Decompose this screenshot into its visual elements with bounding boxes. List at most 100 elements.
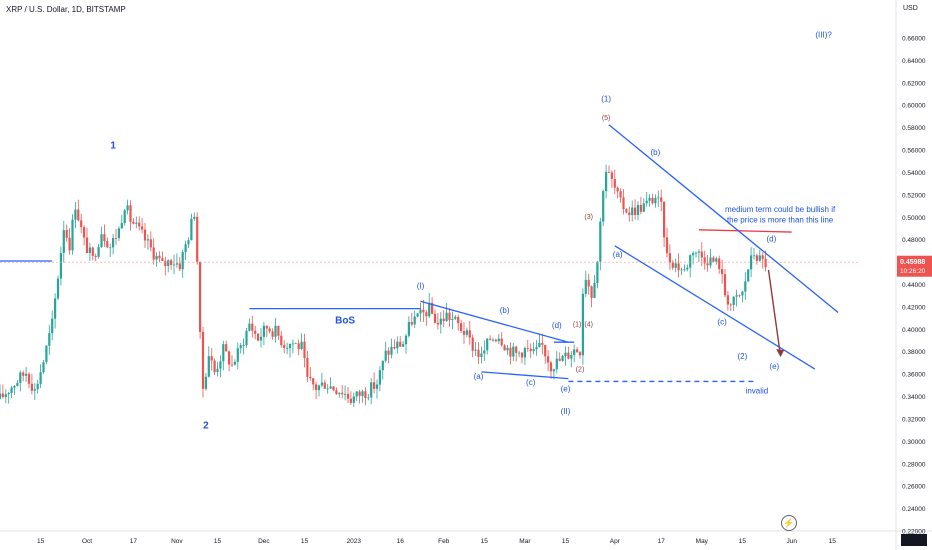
candle: [265, 325, 268, 337]
annotation-label: (a): [613, 250, 623, 259]
candle-body: [178, 263, 181, 270]
candle-body: [393, 346, 396, 349]
candle: [613, 169, 616, 195]
candle: [4, 389, 7, 404]
candle: [387, 347, 390, 364]
candle-body: [338, 392, 341, 395]
candle: [605, 164, 608, 199]
price-tick-label: 0.48000: [902, 237, 926, 244]
candle-body: [1, 393, 4, 398]
candle: [135, 216, 138, 229]
candle: [448, 308, 451, 328]
candle-body: [204, 376, 207, 389]
candle-body: [207, 356, 210, 377]
candle-body: [172, 264, 176, 266]
time-tick-label: Mar: [519, 538, 531, 545]
candle: [512, 343, 515, 362]
candle: [283, 340, 286, 354]
candle: [161, 251, 164, 262]
candle: [59, 246, 62, 286]
time-tick-label: Oct: [82, 538, 92, 545]
candle-body: [747, 269, 750, 282]
price-tick-label: 0.60000: [902, 103, 926, 110]
lightning-icon[interactable]: ⚡: [781, 515, 797, 531]
candle-body: [726, 295, 729, 305]
annotation-label: (e): [561, 385, 571, 394]
candle: [503, 344, 506, 351]
annotation-label: (5): [602, 115, 611, 122]
price-tick-label: 0.66000: [902, 36, 926, 43]
annotation-label: (3): [584, 214, 593, 221]
candle: [471, 334, 474, 358]
wedge-bottom: [481, 371, 569, 380]
chart-title: XRP / U.S. Dollar, 1D, BITSTAMP: [6, 5, 126, 14]
candle-body: [729, 304, 732, 306]
candle-body: [277, 325, 280, 336]
candle-body: [486, 338, 489, 351]
candle-body: [27, 373, 31, 384]
candle-body: [422, 309, 425, 313]
annotation-label: (I): [417, 281, 425, 290]
candle: [410, 313, 413, 327]
candle: [625, 208, 628, 214]
candle-body: [602, 191, 605, 222]
candle: [88, 242, 91, 261]
candle-body: [677, 263, 680, 271]
time-tick-label: Feb: [438, 538, 450, 545]
candle-body: [607, 172, 611, 173]
tradingview-logo[interactable]: [901, 534, 927, 546]
candle-body: [239, 345, 242, 349]
candle-body: [433, 313, 437, 323]
candle: [109, 243, 112, 258]
candle-body: [370, 382, 373, 398]
candle-body: [436, 322, 439, 325]
annotation-label: 2: [203, 420, 209, 431]
candle: [358, 389, 361, 404]
candle: [167, 259, 170, 273]
candle-body: [228, 351, 231, 365]
time-tick-label: 15: [481, 538, 489, 545]
candle: [491, 337, 495, 342]
candle: [114, 229, 118, 245]
forecast-arrowhead: [776, 349, 785, 358]
currency-label: USD: [903, 5, 918, 12]
candle: [419, 302, 422, 322]
candle-body: [735, 295, 738, 297]
candle: [355, 390, 358, 401]
candle-body: [146, 239, 149, 241]
candle-body: [341, 392, 344, 395]
candle: [83, 225, 86, 246]
time-tick-label: 17: [130, 538, 138, 545]
candle: [544, 344, 547, 364]
candle: [1, 384, 4, 399]
candle: [738, 294, 741, 298]
candle-body: [558, 358, 561, 361]
candle-body: [141, 226, 144, 230]
candle: [187, 237, 190, 248]
price-tick-label: 0.62000: [902, 80, 926, 87]
candle-body: [236, 348, 239, 362]
candle-body: [329, 386, 332, 389]
candle: [349, 391, 352, 405]
candle: [422, 299, 425, 322]
candle-body: [642, 203, 645, 212]
candle-body: [48, 333, 51, 346]
candle-body: [222, 344, 225, 362]
candle-body: [135, 222, 138, 224]
candle: [97, 243, 100, 259]
candle: [677, 253, 680, 278]
candle: [259, 328, 263, 348]
candle-body: [193, 216, 196, 219]
candle: [303, 333, 306, 368]
candle-body: [175, 263, 178, 265]
candle-body: [170, 260, 173, 265]
candle-body: [132, 221, 135, 224]
candle: [378, 366, 381, 392]
candle-body: [22, 372, 25, 376]
candle: [726, 290, 729, 311]
candle-body: [500, 338, 503, 346]
candle: [529, 343, 532, 359]
candle-body: [129, 205, 132, 222]
candle: [648, 194, 651, 207]
